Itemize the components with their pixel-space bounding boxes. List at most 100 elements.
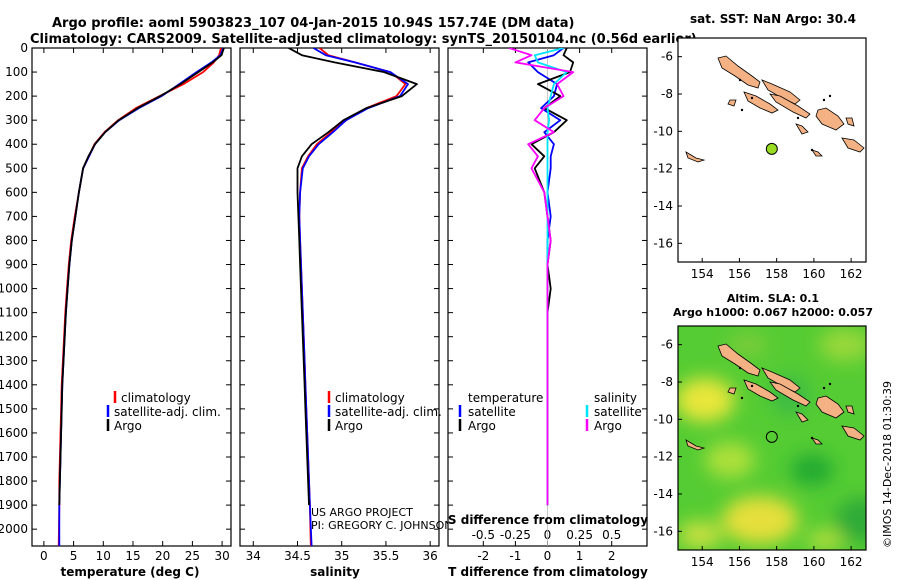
island <box>795 411 809 423</box>
diff-legend-label-s-satellite: satellite <box>594 405 642 419</box>
sal-legend-label-satellite: satellite-adj. clim. <box>335 405 442 419</box>
depth-tick-label: 1300 <box>0 354 28 368</box>
sst-map-frame <box>677 37 867 263</box>
x-tick-label: 2 <box>608 549 616 563</box>
depth-tick-label: 1200 <box>0 330 28 344</box>
depth-ticks: 0 100 200 300 400 500 600 700 800 900 1000 1100 1200… <box>0 41 231 536</box>
sst-map-land <box>685 55 865 163</box>
islet <box>750 96 754 100</box>
sla-map-title-2: Argo h1000: 0.067 h2000: 0.057 <box>673 306 873 319</box>
depth-tick-label: 2000 <box>0 522 28 536</box>
island <box>761 367 801 393</box>
s-tick-label: -0.25 <box>500 528 531 542</box>
islet <box>810 436 814 440</box>
island <box>685 151 706 163</box>
lat-tick-label: -14 <box>653 487 673 501</box>
x-tick-label: 20 <box>155 549 170 563</box>
salinity-depth-ticks <box>240 47 439 530</box>
s-tick-label: 0.5 <box>602 528 621 542</box>
lon-tick-label: 162 <box>840 267 863 281</box>
lat-tick-label: -6 <box>661 338 673 352</box>
lat-tick-label: -10 <box>653 412 673 426</box>
lat-tick-label: -6 <box>661 50 673 64</box>
difference-panel: -2 -1 0 1 2 -0.5 -0.25 0 0.25 0.5 temperature sa… <box>447 47 648 579</box>
sla-map-frame <box>677 325 867 551</box>
depth-tick-label: 700 <box>5 209 28 223</box>
salinity-series <box>288 48 418 546</box>
credit-line-1: US ARGO PROJECT <box>311 506 413 519</box>
salinity-legend: climatology satellite-adj. clim. Argo <box>327 391 442 433</box>
islet <box>822 386 826 390</box>
salinity-axis-label: salinity <box>310 565 360 579</box>
lon-tick-label: 156 <box>728 267 751 281</box>
island <box>769 93 811 119</box>
x-tick-label: 15 <box>125 549 140 563</box>
x-tick-label: -2 <box>477 549 489 563</box>
depth-tick-label: 1600 <box>0 426 28 440</box>
lat-tick-label: -14 <box>653 199 673 213</box>
s-tick-label: 0.25 <box>566 528 593 542</box>
sal-legend-label-argo: Argo <box>335 419 363 433</box>
sst-map-panel: sat. SST: NaN Argo: 30.4 154 156 158 160 162… <box>653 12 867 281</box>
x-tick-label: 30 <box>214 549 229 563</box>
island <box>811 149 823 157</box>
legend-label-climatology: climatology <box>121 391 191 405</box>
float-location-marker <box>765 142 778 155</box>
float-location-ring <box>765 430 778 443</box>
series-argo <box>288 48 418 506</box>
legend-label-satellite: satellite-adj. clim. <box>114 405 221 419</box>
header-line-2: Climatology: CARS2009. Satellite-adjuste… <box>30 32 697 47</box>
temperature-series <box>57 48 225 546</box>
islet <box>740 396 744 400</box>
salinity-panel: 34 34.5 35 35.5 36 climatology satellite-adj… <box>239 47 452 579</box>
islet <box>796 116 800 120</box>
x-tick-label: 10 <box>96 549 111 563</box>
island <box>841 137 865 153</box>
island <box>845 405 855 415</box>
legend-title-salinity: salinity <box>594 391 637 405</box>
difference-depth-ticks <box>448 47 647 530</box>
depth-tick-label: 800 <box>5 233 28 247</box>
temperature-legend: climatology satellite-adj. clim. Argo <box>106 391 221 433</box>
depth-tick-label: 600 <box>5 185 28 199</box>
x-tick-label: 1 <box>576 549 584 563</box>
diff-legend-label-t-argo: Argo <box>468 419 496 433</box>
lat-tick-label: -8 <box>661 87 673 101</box>
x-tick-label: 5 <box>70 549 78 563</box>
island <box>761 79 801 105</box>
depth-tick-label: 1900 <box>0 498 28 512</box>
sal-legend-label-climatology: climatology <box>335 391 405 405</box>
islet <box>738 78 742 82</box>
islet <box>796 404 800 408</box>
islet <box>740 108 744 112</box>
t-difference-ticks: -2 -1 0 1 2 <box>477 48 616 563</box>
depth-tick-label: 1100 <box>0 306 28 320</box>
diff-legend-label-t-satellite: satellite <box>468 405 516 419</box>
depth-tick-label: 500 <box>5 161 28 175</box>
series-argo <box>58 48 225 506</box>
legend-title-temperature: temperature <box>468 391 543 405</box>
x-tick-label: 35 <box>334 549 349 563</box>
temperature-axes-box <box>31 47 232 547</box>
island <box>841 425 865 441</box>
depth-tick-label: 900 <box>5 258 28 272</box>
lon-tick-label: 158 <box>765 555 788 569</box>
island <box>811 437 823 445</box>
island <box>815 107 845 131</box>
series-s-argo <box>508 48 575 506</box>
temperature-axis-label: temperature (deg C) <box>61 565 200 579</box>
islet <box>822 98 826 102</box>
island <box>769 381 811 407</box>
sst-map-title: sat. SST: NaN Argo: 30.4 <box>690 12 856 26</box>
header-line-1: Argo profile: aoml 5903823_107 04-Jan-20… <box>52 16 574 31</box>
x-tick-label: 34.5 <box>284 549 311 563</box>
lat-tick-label: -8 <box>661 375 673 389</box>
salinity-ticks: 34 34.5 35 35.5 36 <box>246 48 438 563</box>
sst-map-ticks: 154 156 158 160 162 -6 -8 -10 -12 -14 -16 <box>653 50 862 281</box>
lon-tick-label: 156 <box>728 555 751 569</box>
depth-tick-label: 1800 <box>0 474 28 488</box>
island <box>845 117 855 127</box>
temperature-panel: 0100200300400500600700800900100011001200… <box>0 41 232 579</box>
x-tick-label: -1 <box>509 549 521 563</box>
